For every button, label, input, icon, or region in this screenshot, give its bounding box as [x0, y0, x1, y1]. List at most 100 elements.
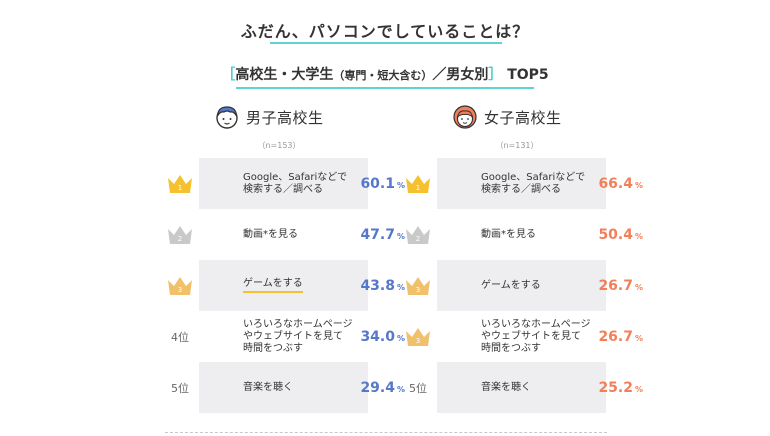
activity-label: 動画*を見る — [481, 209, 601, 260]
subtitle-note: （専門・短大含む） — [333, 69, 433, 82]
activity-text: 音楽を聴く — [243, 381, 293, 393]
row-bar: 動画*を見る 47.7% — [199, 209, 405, 260]
rank-cell: 2 — [161, 209, 199, 260]
crown-rank-number: 1 — [178, 184, 182, 192]
activity-text: いろいろなホームページ やウェブサイトを見て 時間をつぶす — [243, 318, 353, 354]
data-label: 25.2 — [598, 379, 633, 396]
female-header: 女子高校生 — [452, 104, 562, 130]
activity-text: Google、Safariなどで 検索する／調べる — [243, 171, 348, 195]
activity-text: ゲームをする — [481, 279, 541, 291]
percent-unit: % — [396, 282, 405, 292]
row-bar: 音楽を聴く 25.2% — [437, 362, 643, 413]
percent-unit: % — [634, 333, 643, 343]
rank-cell: 1 — [399, 158, 437, 209]
table-row: 1 Google、Safariなどで 検索する／調べる 66.4% — [399, 158, 643, 209]
data-label: 47.7 — [360, 226, 395, 243]
crown-icon: 1 — [406, 174, 430, 193]
activity-label: 動画*を見る — [243, 209, 363, 260]
percentage-value: 60.1% — [349, 158, 405, 209]
row-bar: Google、Safariなどで 検索する／調べる 66.4% — [437, 158, 643, 209]
activity-label: いろいろなホームページ やウェブサイトを見て 時間をつぶす — [481, 311, 601, 362]
crown-icon: 3 — [406, 276, 430, 295]
data-label: 60.1 — [360, 175, 395, 192]
data-label: 50.4 — [598, 226, 633, 243]
crown-rank-number: 3 — [416, 337, 420, 345]
data-label: 29.4 — [360, 379, 395, 396]
female-group-label: 女子高校生 — [484, 108, 562, 127]
crown-icon: 1 — [168, 174, 192, 193]
girl-face-icon — [453, 105, 477, 129]
activity-label: ゲームをする — [481, 260, 601, 311]
activity-label: Google、Safariなどで 検索する／調べる — [481, 158, 601, 209]
percentage-value: 26.7% — [587, 311, 643, 362]
crown-rank-number: 1 — [416, 184, 420, 192]
rank-cell: 3 — [399, 260, 437, 311]
subtitle-bracket-close: ］ — [488, 67, 503, 83]
crown-rank-number: 2 — [178, 235, 182, 243]
rank-label: 5位 — [171, 381, 189, 395]
percentage-value: 47.7% — [349, 209, 405, 260]
percent-unit: % — [634, 180, 643, 190]
percentage-value: 29.4% — [349, 362, 405, 413]
percentage-value: 50.4% — [587, 209, 643, 260]
percentage-value: 43.8% — [349, 260, 405, 311]
data-label: 26.7 — [598, 277, 633, 294]
boy-face-icon — [216, 106, 238, 129]
activity-label: 音楽を聴く — [243, 362, 363, 413]
activity-text: 音楽を聴く — [481, 381, 531, 393]
table-row: 5位 音楽を聴く 29.4% — [161, 362, 405, 413]
crown-rank-number: 3 — [416, 286, 420, 294]
page-title: ふだん、パソコンでしていることは？ — [240, 22, 530, 41]
female-n-note: （n=131） — [495, 141, 539, 150]
percent-unit: % — [396, 333, 405, 343]
percent-unit: % — [634, 384, 643, 394]
rank-cell: 2 — [399, 209, 437, 260]
table-row: 3 ゲームをする 26.7% — [399, 260, 643, 311]
row-bar: 動画*を見る 50.4% — [437, 209, 643, 260]
table-row: 2 動画*を見る 50.4% — [399, 209, 643, 260]
bottom-divider — [165, 432, 607, 433]
row-bar: Google、Safariなどで 検索する／調べる 60.1% — [199, 158, 405, 209]
row-bar: ゲームをする 43.8% — [199, 260, 405, 311]
table-row: 2 動画*を見る 47.7% — [161, 209, 405, 260]
crown-icon: 2 — [168, 225, 192, 244]
rank-cell: 3 — [399, 311, 437, 362]
data-label: 66.4 — [598, 175, 633, 192]
activity-text: 動画*を見る — [243, 228, 298, 240]
subtitle-main: 高校生・大学生 — [235, 67, 334, 83]
title-underline — [270, 42, 502, 44]
percent-unit: % — [634, 231, 643, 241]
activity-text: Google、Safariなどで 検索する／調べる — [481, 171, 586, 195]
data-label: 34.0 — [360, 328, 395, 345]
table-row: 1 Google、Safariなどで 検索する／調べる 60.1% — [161, 158, 405, 209]
subtitle: ［高校生・大学生（専門・短大含む）／男女別］ TOP5 — [0, 64, 770, 84]
subtitle-bracket-open: ［ — [221, 67, 236, 83]
male-header: 男子高校生 — [214, 104, 324, 130]
activity-text: いろいろなホームページ やウェブサイトを見て 時間をつぶす — [481, 318, 591, 354]
activity-text: ゲームをする — [243, 278, 303, 293]
percentage-value: 25.2% — [587, 362, 643, 413]
row-bar: 音楽を聴く 29.4% — [199, 362, 405, 413]
percentage-value: 66.4% — [587, 158, 643, 209]
activity-label: ゲームをする — [243, 260, 363, 311]
table-row: 3 ゲームをする 43.8% — [161, 260, 405, 311]
table-row: 5位 音楽を聴く 25.2% — [399, 362, 643, 413]
crown-rank-number: 3 — [178, 286, 182, 294]
activity-label: Google、Safariなどで 検索する／調べる — [243, 158, 363, 209]
subtitle-top: TOP5 — [507, 67, 549, 83]
percent-unit: % — [396, 384, 405, 394]
data-label: 26.7 — [598, 328, 633, 345]
table-row: 4位 いろいろなホームページ やウェブサイトを見て 時間をつぶす 34.0% — [161, 311, 405, 362]
percentage-value: 26.7% — [587, 260, 643, 311]
activity-text: 動画*を見る — [481, 228, 536, 240]
table-row: 3 いろいろなホームページ やウェブサイトを見て 時間をつぶす 26.7% — [399, 311, 643, 362]
crown-rank-number: 2 — [416, 235, 420, 243]
percent-unit: % — [396, 231, 405, 241]
subtitle-rest: ／男女別 — [432, 67, 489, 83]
rank-cell: 5位 — [399, 362, 437, 413]
percent-unit: % — [634, 282, 643, 292]
rank-cell: 5位 — [161, 362, 199, 413]
row-bar: ゲームをする 26.7% — [437, 260, 643, 311]
male-group-label: 男子高校生 — [246, 108, 324, 127]
male-n-note: （n=153） — [257, 141, 301, 150]
